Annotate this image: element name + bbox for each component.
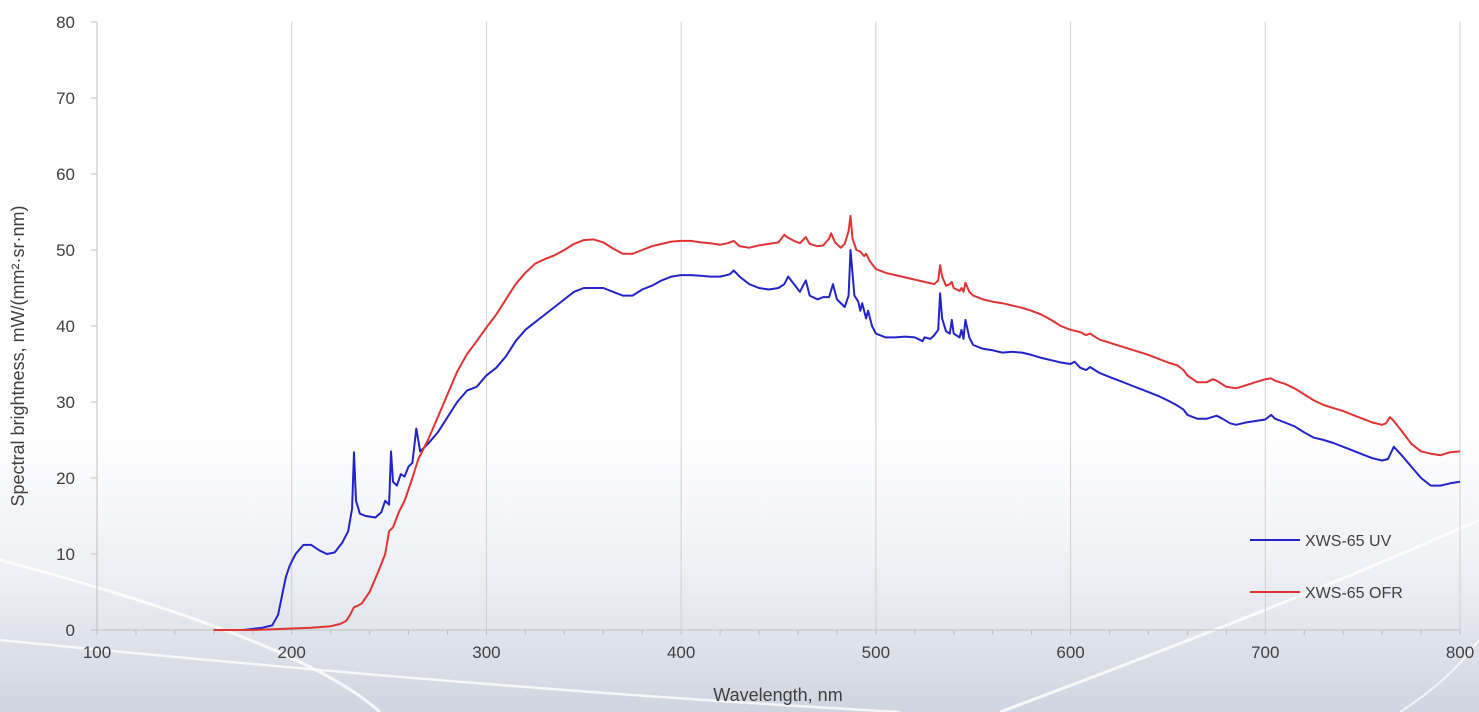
x-tick-label: 100 xyxy=(83,643,111,662)
y-tick-label: 70 xyxy=(56,89,75,108)
legend-label-2: XWS-65 OFR xyxy=(1305,585,1403,602)
decorative-swoosh xyxy=(0,558,382,712)
y-tick-label: 30 xyxy=(56,393,75,412)
x-tick-label: 400 xyxy=(667,643,695,662)
y-tick-label: 0 xyxy=(66,621,75,640)
legend-label-1: XWS-65 UV xyxy=(1305,533,1392,550)
y-tick-label: 50 xyxy=(56,241,75,260)
series-line-1 xyxy=(213,249,1461,631)
x-axis-title: Wavelength, nm xyxy=(713,685,842,705)
x-tick-label: 500 xyxy=(862,643,890,662)
y-tick-label: 40 xyxy=(56,317,75,336)
x-tick-label: 300 xyxy=(472,643,500,662)
series-line-2 xyxy=(213,214,1461,631)
x-tick-label: 600 xyxy=(1056,643,1084,662)
decorative-swoosh xyxy=(1399,639,1479,712)
y-axis-title: Spectral brightness, mW/(mm²·sr·nm) xyxy=(8,205,28,506)
legend: XWS-65 UV XWS-65 OFR xyxy=(1250,533,1403,602)
y-tick-label: 10 xyxy=(56,545,75,564)
y-tick-label: 80 xyxy=(56,13,75,32)
x-tick-label: 700 xyxy=(1251,643,1279,662)
decorative-swoosh xyxy=(0,638,901,712)
y-tick-label: 60 xyxy=(56,165,75,184)
series-lines xyxy=(213,214,1461,631)
x-tick-label: 800 xyxy=(1446,643,1474,662)
y-tick-label: 20 xyxy=(56,469,75,488)
decorative-swoosh xyxy=(999,518,1479,712)
x-tick-label: 200 xyxy=(278,643,306,662)
axes: 100 200 300 400 500 600 700 800 0 10 20 30 40 50 60 70 8… xyxy=(56,13,1474,662)
